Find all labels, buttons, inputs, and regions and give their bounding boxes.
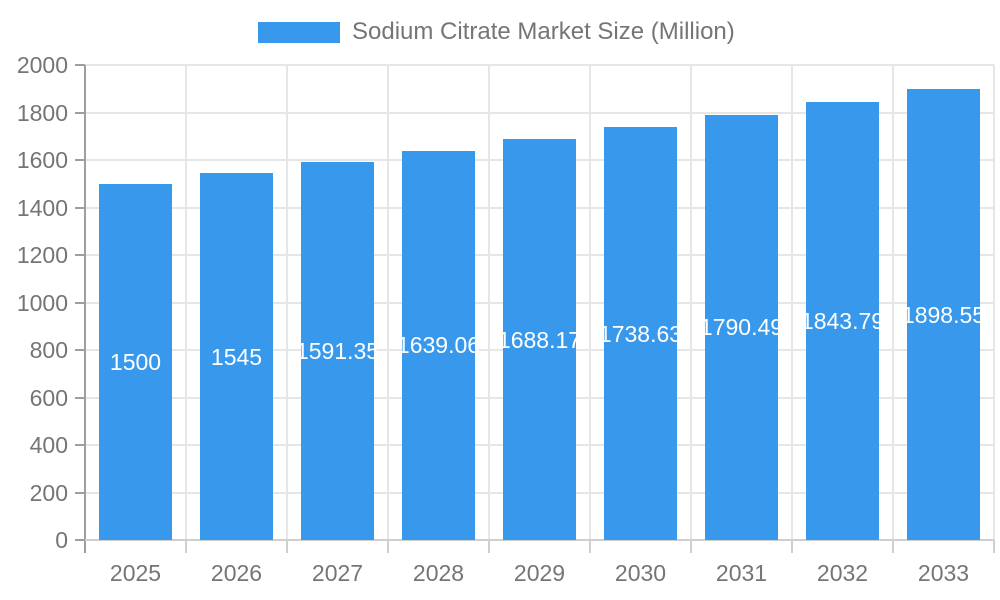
y-tick-label: 1400 xyxy=(16,194,68,221)
bar[interactable] xyxy=(705,114,778,540)
x-gridline xyxy=(589,65,591,540)
y-axis-tick xyxy=(75,349,85,351)
y-tick-label: 1800 xyxy=(16,99,68,126)
y-tick-label: 1200 xyxy=(16,242,68,268)
bar[interactable] xyxy=(402,150,475,540)
x-gridline xyxy=(185,65,187,540)
x-axis-line xyxy=(85,539,994,541)
x-tick-label: 2030 xyxy=(614,560,667,586)
x-axis-tick xyxy=(286,540,288,553)
legend-swatch xyxy=(258,21,340,43)
x-axis-tick xyxy=(690,540,692,553)
x-axis-tick xyxy=(185,540,187,553)
y-axis-tick xyxy=(75,254,85,256)
y-axis-tick xyxy=(75,444,85,446)
y-axis-line xyxy=(84,65,86,553)
y-gridline xyxy=(85,64,994,66)
y-tick-label: 200 xyxy=(29,479,68,506)
x-tick-label: 2026 xyxy=(210,560,263,586)
x-tick-label: 2033 xyxy=(917,560,970,586)
x-tick-label: 2032 xyxy=(816,560,869,586)
x-gridline xyxy=(892,65,894,540)
bar[interactable] xyxy=(604,127,677,540)
bar[interactable] xyxy=(99,183,172,540)
y-tick-label: 2000 xyxy=(16,52,68,78)
y-tick-label: 0 xyxy=(55,527,68,553)
x-tick-label: 2031 xyxy=(715,560,768,586)
y-axis-tick xyxy=(75,64,85,66)
x-tick-label: 2028 xyxy=(412,560,465,586)
y-axis-tick xyxy=(75,539,85,541)
bar[interactable] xyxy=(200,173,273,540)
x-tick-label: 2027 xyxy=(311,560,364,586)
bar[interactable] xyxy=(806,102,879,540)
bar[interactable] xyxy=(301,162,374,540)
y-axis-tick xyxy=(75,491,85,494)
y-tick-label: 800 xyxy=(29,337,68,363)
x-axis-tick xyxy=(791,540,793,553)
legend-item[interactable]: Sodium Citrate Market Size (Million) xyxy=(258,18,735,45)
x-gridline xyxy=(488,65,490,540)
x-tick-label: 2025 xyxy=(109,560,162,586)
y-axis-tick xyxy=(75,206,85,209)
bar[interactable] xyxy=(907,89,980,540)
x-axis-tick xyxy=(488,540,490,553)
x-gridline xyxy=(993,65,995,540)
y-gridline xyxy=(85,111,994,114)
x-gridline xyxy=(690,65,692,540)
x-gridline xyxy=(286,65,288,540)
x-axis-tick xyxy=(993,540,995,553)
bar[interactable] xyxy=(503,139,576,540)
x-axis-tick xyxy=(589,540,591,553)
y-axis-tick xyxy=(75,396,85,399)
x-axis-tick xyxy=(892,540,894,553)
x-axis-tick xyxy=(387,540,389,553)
y-tick-label: 400 xyxy=(29,432,68,458)
y-tick-label: 1600 xyxy=(16,147,68,173)
y-axis-tick xyxy=(75,301,85,304)
y-axis-tick xyxy=(75,111,85,114)
y-tick-label: 600 xyxy=(29,384,68,411)
y-axis-tick xyxy=(75,159,85,161)
x-tick-label: 2029 xyxy=(513,560,566,586)
x-gridline xyxy=(387,65,389,540)
y-tick-label: 1000 xyxy=(16,289,68,316)
x-gridline xyxy=(791,65,793,540)
legend-label: Sodium Citrate Market Size (Million) xyxy=(352,18,735,45)
